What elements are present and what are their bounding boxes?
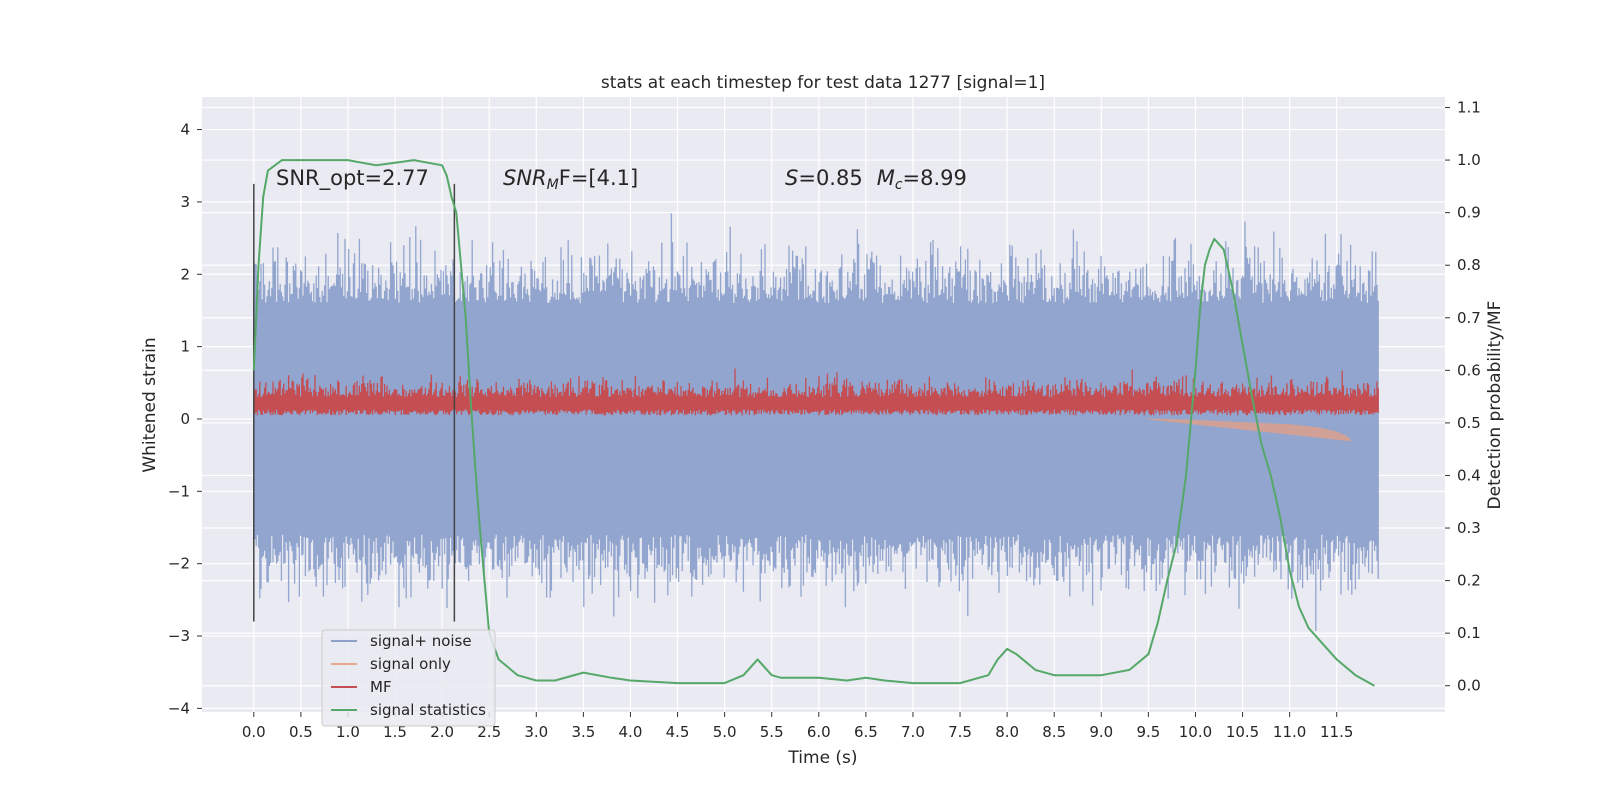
y2-tick-label: 0.2 (1457, 572, 1481, 590)
mc-symbol: M (877, 166, 895, 190)
chart-title: stats at each timestep for test data 127… (601, 73, 1045, 93)
y2-tick-label: 1.0 (1457, 151, 1481, 169)
snr-mf-subscript: M (547, 177, 559, 193)
x-tick-label: 10.0 (1179, 723, 1212, 741)
annotation-s-mc: S=0.85 Mc=8.99 (785, 166, 967, 193)
legend: signal+ noise signal only MF signal stat… (321, 629, 496, 727)
legend-label-noise: signal+ noise (370, 632, 472, 650)
y2-tick-label: 0.3 (1457, 519, 1481, 537)
y-tick-label: −2 (168, 555, 190, 573)
y-tick-label: 2 (180, 265, 190, 283)
y2-tick-label: 0.5 (1457, 414, 1481, 432)
signal-only-series (1147, 418, 1352, 442)
annotation-snr-mf: SNRMF=[4.1] (503, 166, 638, 193)
s-symbol: S (785, 166, 798, 190)
y2-tick-label: 0.7 (1457, 309, 1481, 327)
legend-label-signal-only: signal only (370, 655, 451, 673)
y-tick-label: 3 (180, 193, 190, 211)
x-tick-label: 5.5 (760, 723, 784, 741)
x-tick-label: 0.0 (242, 723, 266, 741)
ticks: 0.0 0.5 1.0 1.5 2.0 2.5 3.0 3.5 4.0 4.5 5.0 5.5 6.0 6… (168, 99, 1481, 741)
x-tick-label: 4.5 (666, 723, 690, 741)
x-tick-label: 7.0 (901, 723, 925, 741)
y-tick-label: −4 (168, 699, 190, 717)
legend-label-signal-statistics: signal statistics (370, 701, 486, 719)
y2-tick-label: 0.1 (1457, 624, 1481, 642)
y-tick-label: 1 (180, 338, 190, 356)
y2-tick-label: 0.4 (1457, 466, 1481, 484)
mc-subscript: c (895, 177, 903, 193)
snr-mf-symbol: SNR (503, 166, 547, 190)
x-tick-label: 5.0 (713, 723, 737, 741)
y2-tick-label: 0.8 (1457, 256, 1481, 274)
s-value: =0.85 (798, 166, 862, 190)
x-tick-label: 4.0 (619, 723, 643, 741)
y2-tick-label: 0.9 (1457, 204, 1481, 222)
x-tick-label: 11.5 (1320, 723, 1353, 741)
x-tick-label: 1.5 (383, 723, 407, 741)
x-tick-label: 8.5 (1042, 723, 1066, 741)
x-tick-label: 9.5 (1136, 723, 1160, 741)
x-tick-label: 6.0 (807, 723, 831, 741)
x-tick-label: 9.0 (1089, 723, 1113, 741)
x-tick-label: 6.5 (854, 723, 878, 741)
annotation-snr-opt: SNR_opt=2.77 (276, 166, 429, 191)
signal-statistics-series (252, 159, 1375, 687)
mc-value: =8.99 (903, 166, 967, 190)
x-tick-label: 3.5 (571, 723, 595, 741)
y2-tick-label: 0.0 (1457, 677, 1481, 695)
x-tick-label: 3.0 (524, 723, 548, 741)
x-tick-label: 10.5 (1226, 723, 1259, 741)
signal-statistics-line (252, 159, 1375, 687)
y-tick-label: 4 (180, 121, 190, 139)
y-tick-label: −1 (168, 482, 190, 500)
y-axis-label: Whitened strain (140, 337, 160, 472)
y-tick-label: −3 (168, 627, 190, 645)
y2-tick-label: 1.1 (1457, 99, 1481, 117)
x-tick-label: 11.0 (1273, 723, 1306, 741)
x-tick-label: 2.0 (430, 723, 454, 741)
signal-only-trace (1147, 418, 1352, 442)
x-tick-label: 1.0 (336, 723, 360, 741)
x-tick-label: 7.5 (948, 723, 972, 741)
snr-mf-value: F=[4.1] (559, 166, 638, 190)
x-tick-label: 0.5 (289, 723, 313, 741)
x-tick-label: 2.5 (477, 723, 501, 741)
y2-axis-label: Detection probability/MF (1485, 301, 1505, 510)
x-tick-label: 8.0 (995, 723, 1019, 741)
y2-tick-label: 0.6 (1457, 361, 1481, 379)
legend-box (321, 629, 496, 727)
y-tick-label: 0 (180, 410, 190, 428)
legend-label-mf: MF (370, 678, 392, 696)
vertical-markers (253, 183, 456, 622)
x-axis-label: Time (s) (787, 748, 857, 768)
